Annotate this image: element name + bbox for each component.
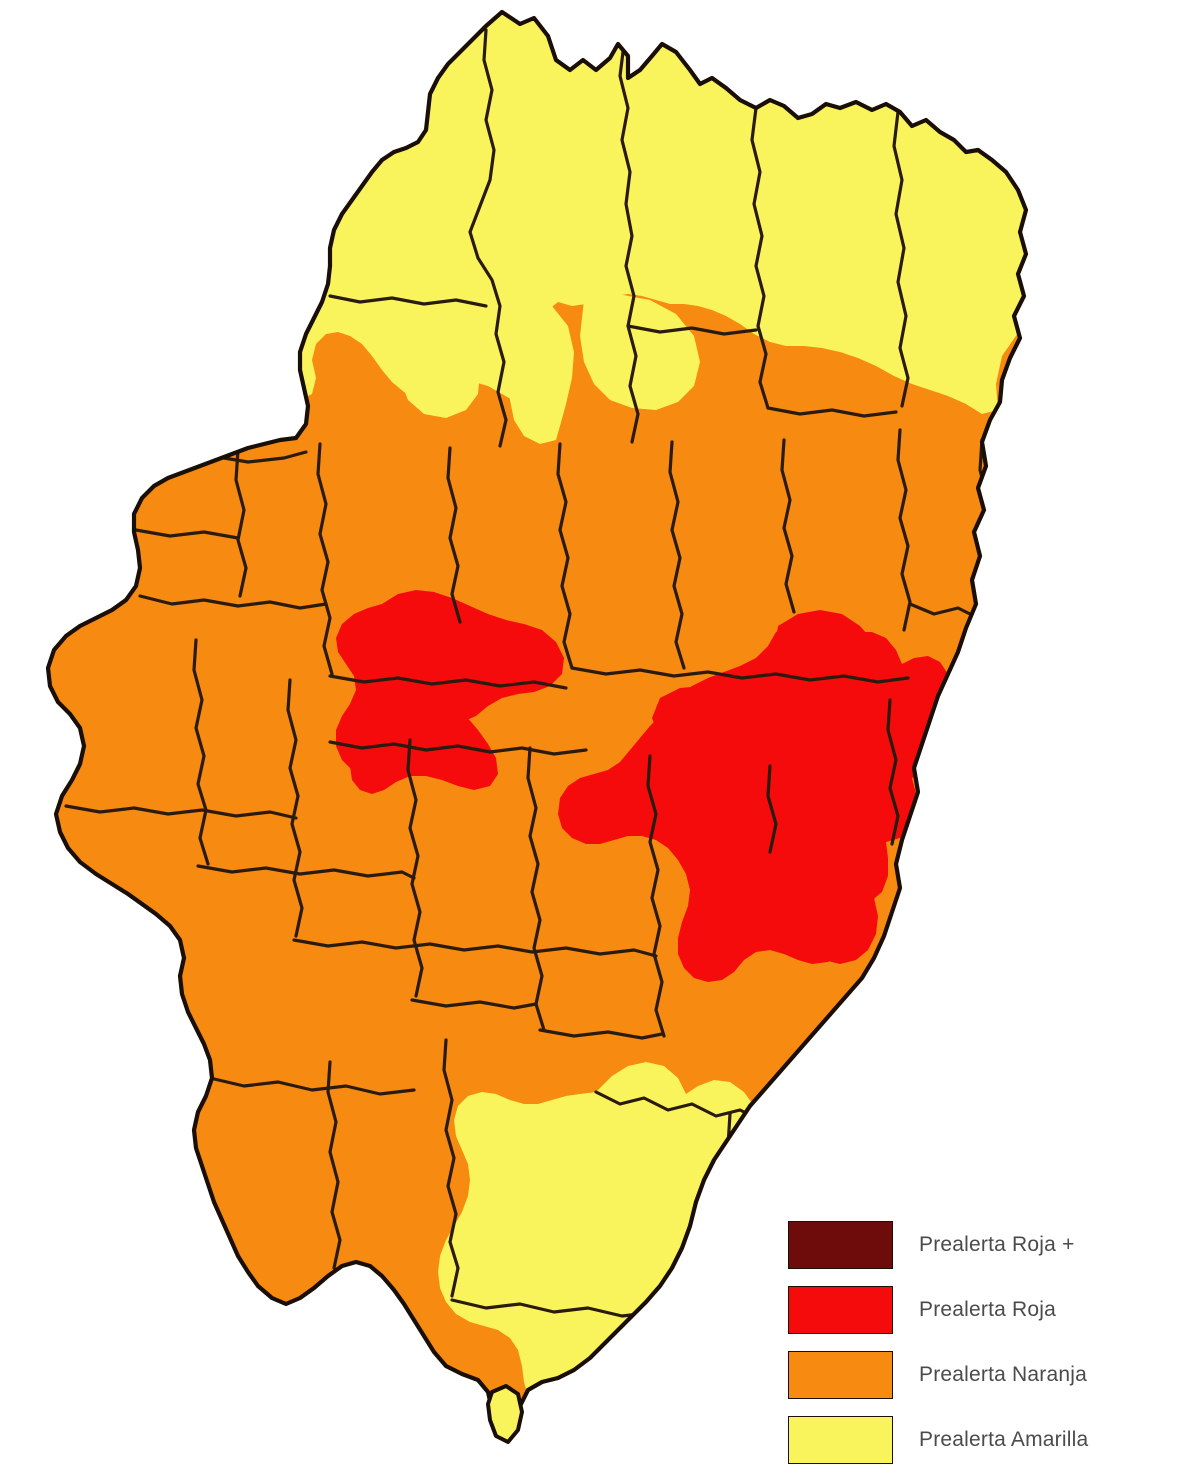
zone-rojo-sureste [766, 836, 878, 964]
legend-swatch-roja [788, 1285, 893, 1334]
zone-rojo-oeste-lobe [350, 694, 498, 794]
legend-row[interactable]: Prealerta Naranja [788, 1342, 1188, 1407]
territory-south-tip [486, 1384, 524, 1444]
zone-amarilla-notch-west [398, 326, 480, 418]
legend-row[interactable]: Prealerta Amarilla [788, 1407, 1188, 1472]
territory-outline [45, 9, 1029, 1441]
zone-amarilla-finger-central [494, 296, 574, 444]
zone-amarilla-tongue-se [598, 1078, 656, 1134]
comarca-boundaries [64, 28, 992, 1358]
legend-row[interactable]: Prealerta Roja + [788, 1212, 1188, 1277]
zone-rojo-este-bridge [652, 686, 748, 758]
legend-label-naranja: Prealerta Naranja [919, 1362, 1087, 1386]
legend-label-roja: Prealerta Roja [919, 1297, 1057, 1321]
legend-swatch-naranja [788, 1350, 893, 1399]
legend-swatch-roja-plus [788, 1220, 893, 1269]
legend-swatch-amarilla [788, 1415, 893, 1464]
legend-label-roja-plus: Prealerta Roja + [919, 1232, 1075, 1256]
legend-row[interactable]: Prealerta Roja [788, 1277, 1188, 1342]
zone-amarilla-pocket-northcentral [580, 294, 700, 410]
legend-label-amarilla: Prealerta Amarilla [919, 1427, 1089, 1451]
legend: Prealerta Roja + Prealerta Roja Prealert… [788, 1212, 1188, 1472]
